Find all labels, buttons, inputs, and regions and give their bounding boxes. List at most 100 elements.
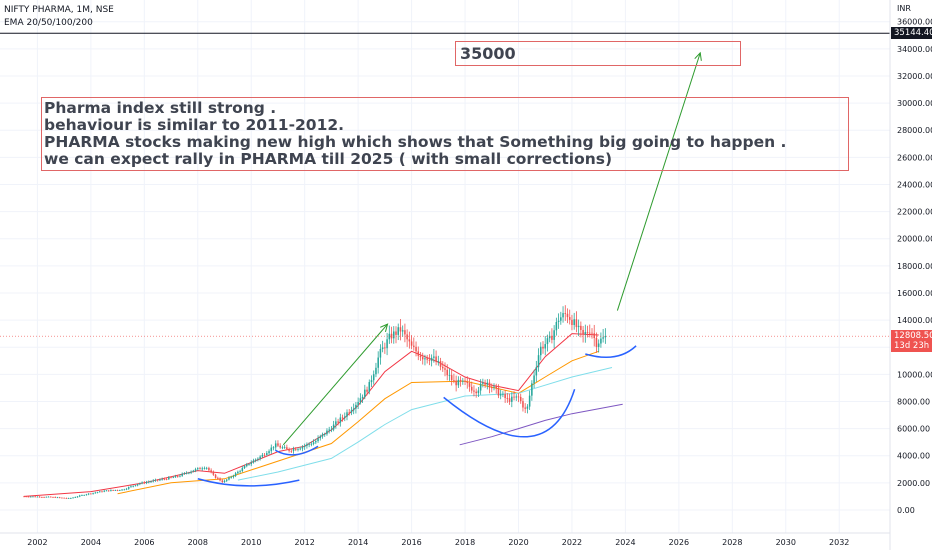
- x-tick-label: 2002: [27, 538, 47, 547]
- candle-body: [413, 345, 415, 347]
- candle-body: [161, 478, 163, 480]
- candle-body: [580, 325, 582, 330]
- candle-body: [297, 449, 299, 450]
- y-tick-label: 16000.00: [897, 289, 932, 298]
- candle-body: [352, 408, 355, 411]
- candle-body: [196, 468, 199, 470]
- candle-body: [519, 396, 522, 402]
- candle-body: [310, 443, 313, 445]
- x-tick-label: 2024: [615, 538, 635, 547]
- candle-body: [170, 477, 172, 479]
- candle-body: [32, 496, 34, 498]
- candle-body: [557, 320, 560, 322]
- y-tick-label: 14000.00: [897, 316, 932, 325]
- candle-body: [406, 334, 408, 340]
- candle-body: [119, 490, 121, 491]
- candle-body: [597, 343, 600, 347]
- candle-body: [457, 379, 460, 386]
- candle-body: [568, 317, 571, 320]
- price-axis: 0.00 2000.00 4000.00 6000.00 8000.00 10000.00…: [897, 18, 932, 515]
- candle-body: [136, 484, 139, 486]
- candle-body: [47, 496, 50, 498]
- candle-body: [52, 497, 54, 498]
- candle-body: [234, 473, 237, 476]
- candle-body: [488, 382, 491, 388]
- candle-body: [479, 383, 482, 391]
- note-line: Pharma index still strong .: [44, 99, 277, 117]
- candle-body: [248, 464, 250, 465]
- candle-body: [335, 421, 337, 425]
- candle-body: [183, 473, 186, 474]
- candle-body: [575, 319, 578, 328]
- candle-body: [181, 473, 183, 476]
- y-tick-label: 6000.00: [897, 425, 930, 434]
- candle-body: [192, 470, 195, 472]
- candle-body: [34, 496, 36, 498]
- y-tick-label: 24000.00: [897, 180, 932, 189]
- candle-body: [319, 436, 322, 439]
- candle-body: [364, 389, 366, 397]
- candle-body: [208, 467, 210, 471]
- candle-body: [564, 313, 567, 314]
- candle-body: [70, 498, 72, 499]
- candle-body: [23, 496, 25, 498]
- candle-body: [103, 490, 106, 492]
- candle-body: [261, 454, 264, 457]
- candle-body: [388, 333, 391, 340]
- candle-body: [67, 498, 70, 499]
- candle-body: [339, 417, 342, 423]
- base-curve: [585, 345, 637, 359]
- candle-body: [466, 381, 469, 384]
- candle-body: [577, 325, 580, 328]
- candle-body: [591, 332, 593, 334]
- candle-body: [308, 444, 310, 445]
- candle-body: [58, 497, 61, 499]
- candle-body: [343, 416, 346, 418]
- x-tick-label: 2020: [508, 538, 528, 547]
- candle-body: [392, 331, 395, 339]
- candle-body: [43, 497, 45, 498]
- candle-body: [147, 481, 150, 483]
- x-tick-label: 2028: [722, 538, 742, 547]
- candle-body: [172, 477, 175, 479]
- y-tick-label: 28000.00: [897, 126, 932, 135]
- candle-body: [288, 448, 290, 451]
- ema-line: [237, 367, 613, 481]
- candle-body: [495, 386, 498, 389]
- candle-body: [399, 327, 402, 332]
- drawings: [0, 32, 890, 487]
- candle-body: [395, 331, 397, 335]
- candle-body: [132, 485, 134, 487]
- candle-body: [292, 448, 295, 451]
- trend-arrow: [616, 52, 701, 311]
- candle-body: [168, 477, 170, 480]
- x-tick-label: 2006: [134, 538, 154, 547]
- candle-body: [348, 412, 351, 414]
- candle-body: [36, 496, 39, 498]
- candle-body: [239, 470, 241, 472]
- x-tick-label: 2032: [829, 538, 849, 547]
- candle-body: [25, 496, 28, 498]
- y-tick-label: 22000.00: [897, 208, 932, 217]
- candle-body: [121, 489, 123, 491]
- candle-body: [141, 482, 143, 484]
- candle-body: [254, 459, 257, 461]
- candle-body: [105, 490, 108, 492]
- candle-body: [188, 472, 190, 474]
- candle-body: [448, 375, 451, 376]
- analysis-note-box[interactable]: Pharma index still strong . behaviour is…: [41, 97, 849, 171]
- y-tick-label: 2000.00: [897, 479, 930, 488]
- candle-body: [370, 380, 373, 383]
- candle-body: [201, 468, 204, 470]
- candle-body: [263, 454, 266, 456]
- candle-body: [473, 390, 475, 392]
- candle-body: [150, 481, 152, 483]
- candle-body: [277, 443, 279, 446]
- y-tick-label: 30000.00: [897, 99, 932, 108]
- candle-body: [152, 480, 155, 482]
- y-tick-label: 10000.00: [897, 370, 932, 379]
- candle-body: [306, 444, 308, 446]
- target-annotation-box[interactable]: 35000: [455, 41, 741, 66]
- note-line: behaviour is similar to 2011-2012.: [44, 116, 345, 134]
